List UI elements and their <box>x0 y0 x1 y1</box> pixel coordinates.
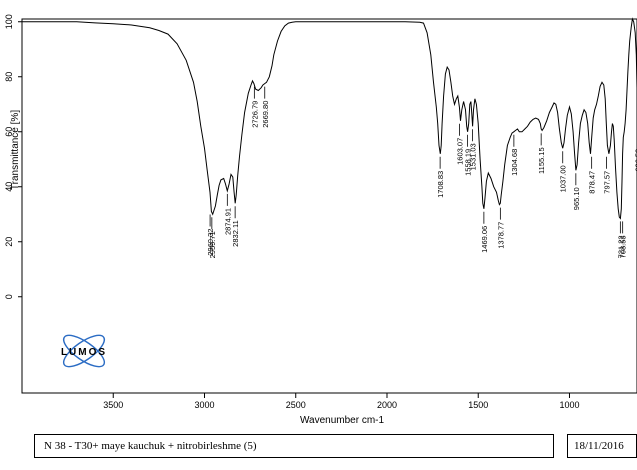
y-tick-label: 20 <box>4 237 14 247</box>
peak-label: 1708.83 <box>436 171 445 198</box>
spectrum-line <box>22 17 637 220</box>
axis-ticks: 3500 3000 2500 2000 1500 1000 0 20 40 60 80 100 <box>4 14 579 410</box>
logo-orbit <box>62 334 106 368</box>
y-tick-label: 60 <box>4 127 14 137</box>
peak-label: 2959.71 <box>208 231 217 258</box>
plot-frame <box>21 18 637 394</box>
sample-name: N 38 - T30+ maye kauchuk + nitrobirleshm… <box>44 440 257 452</box>
y-axis-label: Transmittance [%] <box>10 110 21 190</box>
y-tick-label: 40 <box>4 182 14 192</box>
x-axis-label: Wavenumber cm-1 <box>300 415 385 426</box>
logo-orbit <box>62 334 106 368</box>
logo-text: LUMOS <box>61 347 107 358</box>
peak-label: 2969.32 <box>206 229 215 256</box>
sample-name-box: N 38 - T30+ maye kauchuk + nitrobirleshm… <box>34 434 554 458</box>
y-tick-label: 80 <box>4 72 14 82</box>
peak-label: 2726.79 <box>250 101 259 128</box>
measurement-date: 18/11/2016 <box>574 440 624 452</box>
lumos-logo: LUMOS <box>61 334 107 368</box>
x-tick-label: 1000 <box>559 400 579 410</box>
peak-label: 797.57 <box>602 171 611 194</box>
peak-label: 1558.19 <box>464 149 473 176</box>
peak-label: 965.10 <box>572 187 581 210</box>
peak-label: 721.22 <box>616 235 625 258</box>
y-tick-label: 100 <box>4 14 14 29</box>
peak-label: 1378.77 <box>496 222 505 249</box>
peak-label: 1304.68 <box>510 149 519 176</box>
peak-label: 878.47 <box>588 171 597 194</box>
peak-label: 1531.03 <box>469 143 478 170</box>
peak-label: 1155.15 <box>537 147 546 174</box>
date-box: 18/11/2016 <box>567 434 637 458</box>
peak-label: 1037.00 <box>559 165 568 192</box>
peak-label: 2874.91 <box>223 208 232 235</box>
peak-label: 1603.07 <box>455 138 464 165</box>
x-tick-label: 3000 <box>194 400 214 410</box>
x-tick-label: 2000 <box>377 400 397 410</box>
peak-label: 708.53 <box>619 235 628 258</box>
peak-label: 2669.80 <box>261 101 270 128</box>
peak-label: 626.52 <box>634 149 637 172</box>
y-tick-label: 0 <box>4 294 14 299</box>
x-tick-label: 1500 <box>468 400 488 410</box>
peak-label: 1469.06 <box>480 226 489 253</box>
peak-label: 2832.11 <box>231 220 240 247</box>
x-tick-label: 3500 <box>103 400 123 410</box>
x-tick-label: 2500 <box>286 400 306 410</box>
